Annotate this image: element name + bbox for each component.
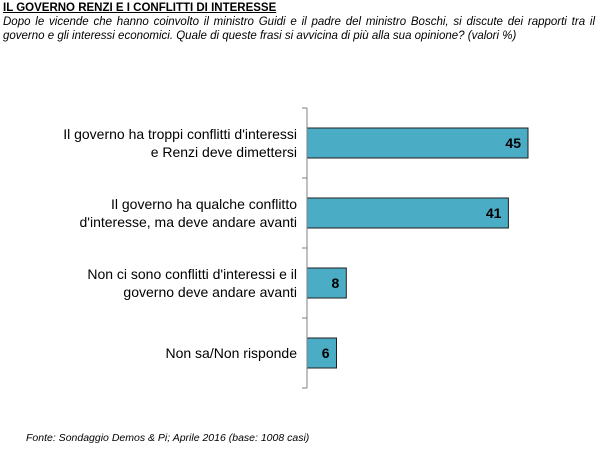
category-label-line: e Renzi deve dimettersi [151, 144, 297, 160]
bar-0 [306, 127, 529, 159]
bar-2 [306, 267, 347, 299]
chart-subtitle: Dopo le vicende che hanno coinvolto il m… [3, 16, 595, 42]
value-label-2: 8 [332, 275, 340, 291]
chart-title: IL GOVERNO RENZI E I CONFLITTI DI INTERE… [3, 2, 277, 14]
category-label-3: Non sa/Non risponde [165, 345, 297, 361]
value-label-0: 45 [505, 135, 521, 151]
bar-1 [306, 197, 509, 229]
bar-3 [306, 337, 337, 369]
category-label-line: Il governo ha qualche conflitto [111, 196, 297, 212]
category-label-2: Non ci sono conflitti d'interessi e il go… [87, 266, 297, 300]
category-label-line: Non sa/Non risponde [165, 345, 297, 361]
category-label-line: governo deve andare avanti [123, 284, 297, 300]
category-label-line: Non ci sono conflitti d'interessi e il [87, 266, 297, 282]
category-label-line: d'interesse, ma deve andare avanti [80, 214, 297, 230]
category-label-0: Il governo ha troppi conflitti d'interes… [63, 126, 297, 160]
category-label-1: Il governo ha qualche conflitto d'interes… [80, 196, 298, 230]
value-label-3: 6 [322, 345, 330, 361]
category-label-line: Il governo ha troppi conflitti d'interes… [63, 126, 297, 142]
value-label-1: 41 [486, 205, 502, 221]
source-note: Fonte: Sondaggio Demos & Pi; Aprile 2016… [26, 432, 310, 444]
